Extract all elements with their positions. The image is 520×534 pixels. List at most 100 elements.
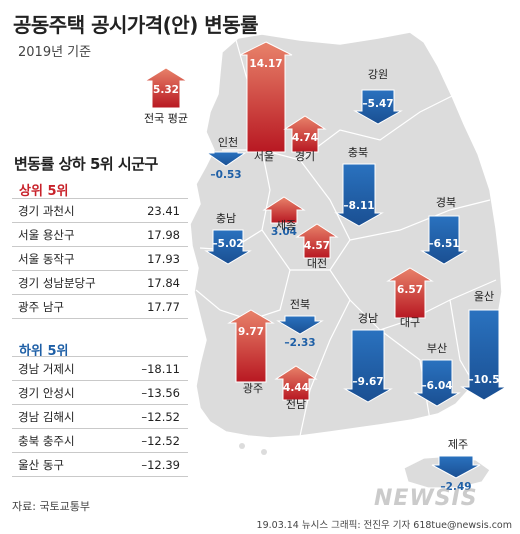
islet xyxy=(212,406,220,414)
newsis-watermark: NEWSIS xyxy=(374,486,478,511)
table-row: 경남 거제시 –18.11 xyxy=(12,356,188,381)
region-label-세종: 세종 xyxy=(276,219,296,232)
page-title: 공동주택 공시가격(안) 변동률 xyxy=(13,13,259,37)
change-value: 17.93 xyxy=(122,246,188,271)
region-value-서울: 14.17 xyxy=(249,58,282,70)
islet xyxy=(219,337,225,343)
ranking-title: 변동률 상하 5위 시군구 xyxy=(14,155,158,173)
region-label-부산: 부산 xyxy=(427,342,447,355)
islet xyxy=(261,449,267,455)
region-value-경남: –9.67 xyxy=(352,376,383,388)
up-arrow-전남 xyxy=(274,365,318,401)
region-label-광주: 광주 xyxy=(243,382,263,395)
change-value: 17.98 xyxy=(122,222,188,247)
up-arrow-대전 xyxy=(295,223,339,259)
region-value-전북: –2.33 xyxy=(284,337,315,349)
region-value-전국 평균: 5.32 xyxy=(153,84,179,96)
change-value: –12.39 xyxy=(122,452,188,477)
islet xyxy=(209,201,215,207)
district-name: 경기 성남분당구 xyxy=(12,270,122,295)
bottom5-heading: 하위 5위 xyxy=(19,344,69,359)
region-label-충남: 충남 xyxy=(216,212,236,225)
district-name: 경기 과천시 xyxy=(12,198,122,223)
table-row: 서울 동작구 17.93 xyxy=(12,246,188,271)
region-value-인천: –0.53 xyxy=(210,169,241,181)
district-name: 광주 남구 xyxy=(12,294,122,319)
region-label-대구: 대구 xyxy=(400,316,420,329)
region-value-대구: 6.57 xyxy=(397,284,423,296)
region-value-경북: –6.51 xyxy=(428,238,459,250)
region-value-경기: 4.74 xyxy=(292,132,318,144)
source-note: 자료: 국토교통부 xyxy=(12,500,91,513)
region-value-충북: –8.11 xyxy=(343,200,374,212)
credit-line: 19.03.14 뉴시스 그래픽: 전진우 기자 618tue@newsis.c… xyxy=(256,520,512,531)
down-arrow-경남 xyxy=(343,329,393,403)
region-label-전국 평균: 전국 평균 xyxy=(144,112,188,125)
region-value-제주: –2.49 xyxy=(440,481,471,493)
up-arrow-전국 평균 xyxy=(143,67,189,109)
change-value: 17.84 xyxy=(122,270,188,295)
region-label-서울: 서울 xyxy=(254,150,274,163)
region-label-전북: 전북 xyxy=(290,298,310,311)
district-name: 경기 안성시 xyxy=(12,380,122,405)
region-value-충남: –5.02 xyxy=(212,238,243,250)
region-label-경북: 경북 xyxy=(436,196,456,209)
up-arrow-경기 xyxy=(283,115,327,153)
region-value-대전: 4.57 xyxy=(304,240,330,252)
up-arrow-대구 xyxy=(386,267,434,319)
region-value-세종: 3.04 xyxy=(271,226,297,238)
up-arrow-광주 xyxy=(227,309,275,383)
map-markers: 5.32 전국 평균 14.17 서울 4.74 경기 –0.53 인천 –5.47 강원 –8.1… xyxy=(143,41,508,493)
region-value-강원: –5.47 xyxy=(362,98,393,110)
region-label-강원: 강원 xyxy=(368,68,388,81)
down-arrow-전북 xyxy=(276,315,324,335)
region-label-전남: 전남 xyxy=(286,398,306,411)
change-value: –12.52 xyxy=(122,428,188,453)
bottom5-table: 경남 거제시 –18.11 경기 안성시 –13.56 경남 김해시 –12.52 충… xyxy=(12,356,188,477)
table-row: 광주 남구 17.77 xyxy=(12,294,188,319)
up-arrow-서울 xyxy=(239,41,293,153)
district-name: 충북 충주시 xyxy=(12,428,122,453)
change-value: 23.41 xyxy=(122,198,188,223)
change-value: –12.52 xyxy=(122,404,188,429)
change-value: –13.56 xyxy=(122,380,188,405)
map-land xyxy=(189,31,503,489)
district-name: 울산 동구 xyxy=(12,452,122,477)
region-label-충북: 충북 xyxy=(348,146,368,159)
district-name: 서울 용산구 xyxy=(12,222,122,247)
district-name: 서울 동작구 xyxy=(12,246,122,271)
page-subtitle: 2019년 기준 xyxy=(18,45,92,60)
down-arrow-충북 xyxy=(334,163,384,227)
region-label-제주: 제주 xyxy=(448,438,468,451)
region-label-경기: 경기 xyxy=(295,150,315,163)
down-arrow-부산 xyxy=(413,359,461,407)
top5-table: 경기 과천시 23.41 서울 용산구 17.98 서울 동작구 17.93 경기 성… xyxy=(12,198,188,319)
region-value-울산: –10.5 xyxy=(468,374,499,386)
table-row: 경기 성남분당구 17.84 xyxy=(12,270,188,295)
table-row: 충북 충주시 –12.52 xyxy=(12,428,188,453)
up-arrow-세종 xyxy=(262,196,306,224)
region-label-인천: 인천 xyxy=(218,135,238,149)
district-name: 경남 김해시 xyxy=(12,404,122,429)
top5-heading: 상위 5위 xyxy=(19,184,69,199)
down-arrow-강원 xyxy=(353,89,403,125)
down-arrow-충남 xyxy=(204,229,252,265)
table-row: 서울 용산구 17.98 xyxy=(12,222,188,247)
table-row: 울산 동구 –12.39 xyxy=(12,452,188,477)
district-name: 경남 거제시 xyxy=(12,356,122,381)
down-arrow-제주 xyxy=(431,455,481,479)
region-value-부산: –6.04 xyxy=(421,380,452,392)
region-label-대전: 대전 xyxy=(307,257,327,270)
table-row: 경기 안성시 –13.56 xyxy=(12,380,188,405)
down-arrow-울산 xyxy=(460,309,508,401)
region-value-광주: 9.77 xyxy=(238,326,264,338)
change-value: –18.11 xyxy=(122,356,188,381)
change-value: 17.77 xyxy=(122,294,188,319)
table-row: 경남 김해시 –12.52 xyxy=(12,404,188,429)
table-row: 경기 과천시 23.41 xyxy=(12,198,188,223)
down-arrow-인천 xyxy=(205,151,247,167)
region-value-전남: 4.44 xyxy=(283,382,309,394)
region-label-울산: 울산 xyxy=(474,290,494,303)
